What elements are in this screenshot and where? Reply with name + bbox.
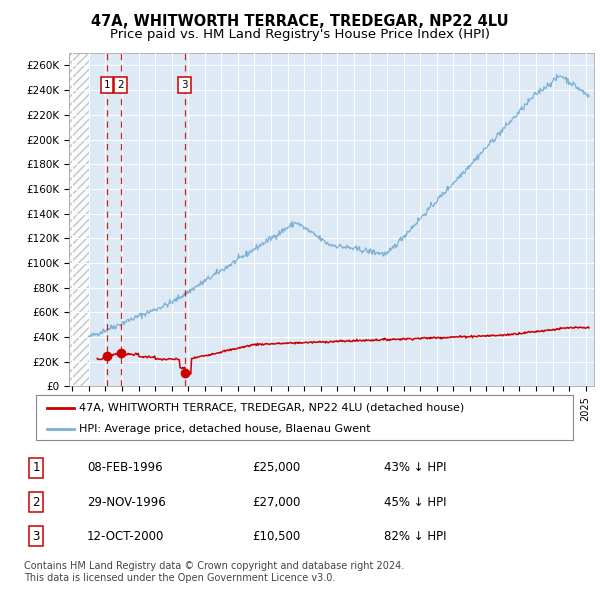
- Text: 47A, WHITWORTH TERRACE, TREDEGAR, NP22 4LU (detached house): 47A, WHITWORTH TERRACE, TREDEGAR, NP22 4…: [79, 403, 464, 412]
- Text: £25,000: £25,000: [252, 461, 300, 474]
- Text: 08-FEB-1996: 08-FEB-1996: [87, 461, 163, 474]
- Text: £27,000: £27,000: [252, 496, 301, 509]
- Text: Price paid vs. HM Land Registry's House Price Index (HPI): Price paid vs. HM Land Registry's House …: [110, 28, 490, 41]
- Text: 47A, WHITWORTH TERRACE, TREDEGAR, NP22 4LU: 47A, WHITWORTH TERRACE, TREDEGAR, NP22 4…: [91, 14, 509, 29]
- FancyBboxPatch shape: [36, 395, 573, 440]
- Text: 43% ↓ HPI: 43% ↓ HPI: [384, 461, 446, 474]
- Text: 1: 1: [32, 461, 40, 474]
- Text: 3: 3: [32, 530, 40, 543]
- Text: £10,500: £10,500: [252, 530, 300, 543]
- Text: 12-OCT-2000: 12-OCT-2000: [87, 530, 164, 543]
- Text: HPI: Average price, detached house, Blaenau Gwent: HPI: Average price, detached house, Blae…: [79, 424, 371, 434]
- Text: 29-NOV-1996: 29-NOV-1996: [87, 496, 166, 509]
- Text: 3: 3: [181, 80, 188, 90]
- Text: 2: 2: [118, 80, 124, 90]
- Text: 1: 1: [104, 80, 110, 90]
- Text: Contains HM Land Registry data © Crown copyright and database right 2024.
This d: Contains HM Land Registry data © Crown c…: [24, 561, 404, 583]
- Bar: [69, 53, 89, 386]
- Text: 2: 2: [32, 496, 40, 509]
- Text: 45% ↓ HPI: 45% ↓ HPI: [384, 496, 446, 509]
- Text: 82% ↓ HPI: 82% ↓ HPI: [384, 530, 446, 543]
